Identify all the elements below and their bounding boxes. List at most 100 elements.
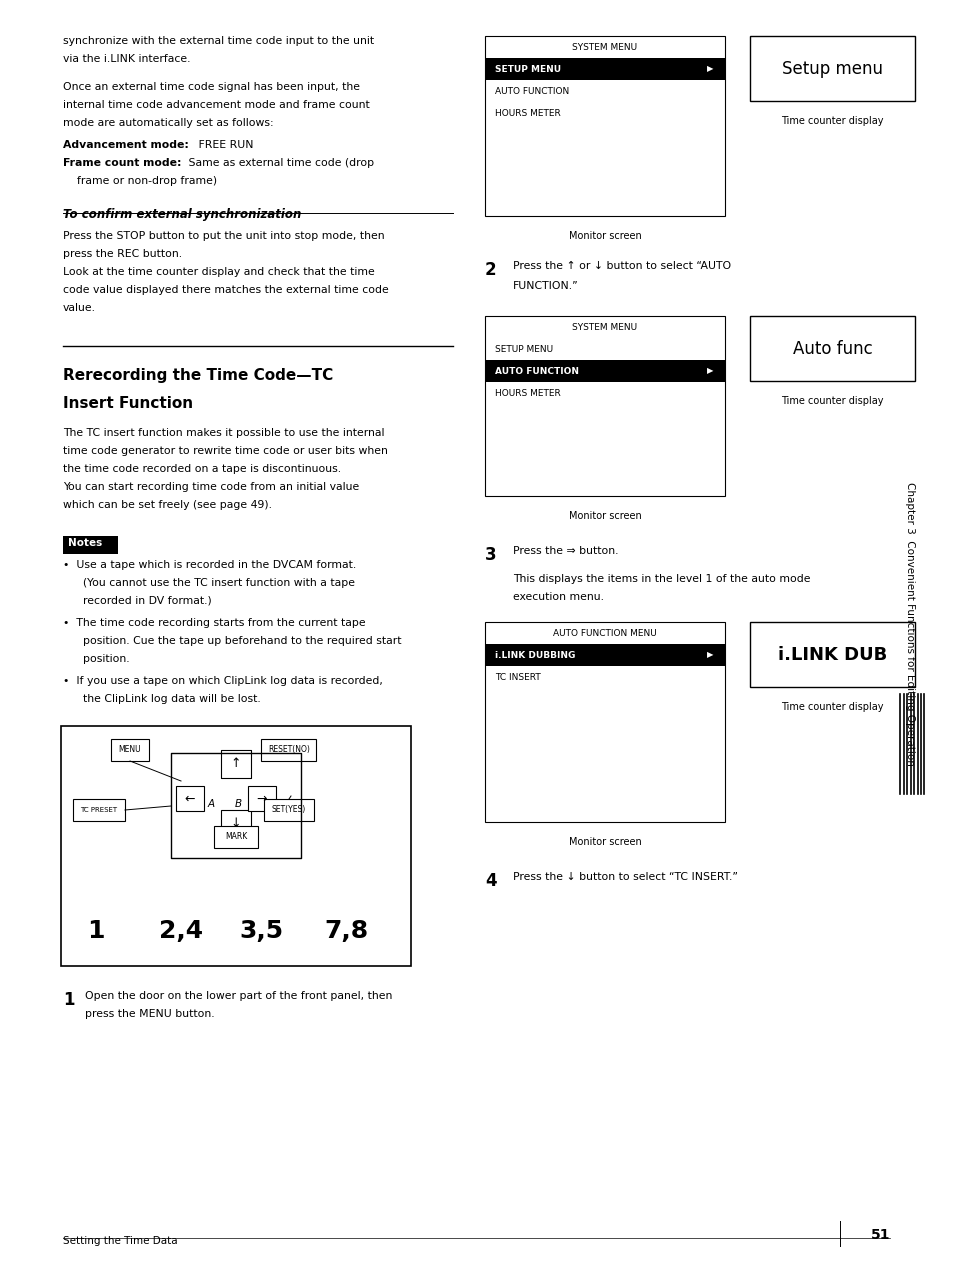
Text: 51: 51	[869, 1228, 889, 1242]
Text: time code generator to rewrite time code or user bits when: time code generator to rewrite time code…	[63, 446, 388, 456]
Text: FREE RUN: FREE RUN	[194, 140, 253, 150]
Text: Setting the Time Data: Setting the Time Data	[63, 1236, 177, 1246]
Text: which can be set freely (see page 49).: which can be set freely (see page 49).	[63, 499, 272, 510]
Text: Rerecording the Time Code—TC: Rerecording the Time Code—TC	[63, 368, 333, 383]
Text: To confirm external synchronization: To confirm external synchronization	[63, 208, 301, 220]
Bar	[171, 753, 301, 857]
Bar	[61, 726, 411, 966]
Text: recorded in DV format.): recorded in DV format.)	[83, 596, 212, 606]
Text: the time code recorded on a tape is discontinuous.: the time code recorded on a tape is disc…	[63, 464, 341, 474]
Text: Chapter 3  Convenient Functions for Editing Operation: Chapter 3 Convenient Functions for Editi…	[904, 482, 914, 766]
Text: Time counter display: Time counter display	[781, 702, 882, 712]
Text: Notes: Notes	[68, 538, 102, 548]
Text: Auto func: Auto func	[792, 339, 871, 358]
Text: ↓: ↓	[231, 818, 241, 831]
Text: Monitor screen: Monitor screen	[568, 231, 640, 241]
Text: Insert Function: Insert Function	[63, 396, 193, 412]
Text: internal time code advancement mode and frame count: internal time code advancement mode and …	[63, 99, 370, 110]
Text: value.: value.	[63, 303, 96, 313]
Text: Setup menu: Setup menu	[781, 60, 882, 78]
Bar	[749, 316, 914, 381]
Text: Press the ↓ button to select “TC INSERT.”: Press the ↓ button to select “TC INSERT.…	[513, 871, 738, 882]
Text: 1: 1	[63, 991, 74, 1009]
Text: Monitor screen: Monitor screen	[568, 837, 640, 847]
Text: Frame count mode:: Frame count mode:	[63, 158, 181, 168]
Text: i.LINK DUBBING: i.LINK DUBBING	[495, 651, 575, 660]
Bar	[749, 36, 914, 101]
Text: MARK: MARK	[225, 832, 247, 842]
Text: •  If you use a tape on which ClipLink log data is recorded,: • If you use a tape on which ClipLink lo…	[63, 676, 382, 685]
Text: Advancement mode:: Advancement mode:	[63, 140, 189, 150]
Text: execution menu.: execution menu.	[513, 592, 603, 603]
Bar	[264, 799, 314, 820]
Bar	[73, 799, 125, 820]
Text: •  Use a tape which is recorded in the DVCAM format.: • Use a tape which is recorded in the DV…	[63, 561, 355, 569]
Bar	[484, 361, 724, 382]
Text: ↑: ↑	[231, 758, 241, 771]
Bar	[484, 316, 724, 496]
Text: 3,5: 3,5	[238, 919, 283, 943]
Bar	[749, 622, 914, 687]
Text: (You cannot use the TC insert function with a tape: (You cannot use the TC insert function w…	[83, 578, 355, 589]
Text: code value displayed there matches the external time code: code value displayed there matches the e…	[63, 285, 388, 296]
Text: You can start recording time code from an initial value: You can start recording time code from a…	[63, 482, 359, 492]
Text: SETUP MENU: SETUP MENU	[495, 65, 560, 74]
Text: FUNCTION.”: FUNCTION.”	[513, 282, 578, 290]
Text: AUTO FUNCTION: AUTO FUNCTION	[495, 367, 578, 376]
Text: A: A	[207, 799, 214, 809]
Text: frame or non-drop frame): frame or non-drop frame)	[63, 176, 217, 186]
Bar	[484, 643, 724, 666]
Bar	[484, 36, 724, 217]
Text: ▶: ▶	[706, 367, 713, 376]
Bar	[484, 59, 724, 80]
Text: 2: 2	[484, 261, 497, 279]
Text: B: B	[234, 799, 241, 809]
Text: via the i.LINK interface.: via the i.LINK interface.	[63, 54, 191, 64]
Text: HOURS METER: HOURS METER	[495, 389, 560, 397]
Bar	[63, 536, 118, 554]
Text: The TC insert function makes it possible to use the internal: The TC insert function makes it possible…	[63, 428, 384, 438]
Bar	[111, 739, 149, 761]
Text: →: →	[256, 792, 267, 805]
Bar	[248, 786, 275, 812]
Text: MENU: MENU	[118, 745, 141, 754]
Text: Look at the time counter display and check that the time: Look at the time counter display and che…	[63, 268, 375, 276]
Text: 2,4: 2,4	[159, 919, 203, 943]
Text: Press the STOP button to put the unit into stop mode, then: Press the STOP button to put the unit in…	[63, 231, 384, 241]
Text: This displays the items in the level 1 of the auto mode: This displays the items in the level 1 o…	[513, 575, 810, 583]
Text: SYSTEM MENU: SYSTEM MENU	[572, 322, 637, 331]
Text: press the REC button.: press the REC button.	[63, 248, 182, 259]
Text: 3: 3	[484, 547, 497, 564]
Bar	[221, 810, 251, 838]
Text: Monitor screen: Monitor screen	[568, 511, 640, 521]
Text: mode are automatically set as follows:: mode are automatically set as follows:	[63, 118, 274, 127]
Text: the ClipLink log data will be lost.: the ClipLink log data will be lost.	[83, 694, 260, 705]
Text: synchronize with the external time code input to the unit: synchronize with the external time code …	[63, 36, 374, 46]
Text: press the MENU button.: press the MENU button.	[85, 1009, 214, 1019]
Text: ▶: ▶	[706, 651, 713, 660]
Text: AUTO FUNCTION: AUTO FUNCTION	[495, 87, 569, 96]
Text: 4: 4	[484, 871, 497, 891]
Text: •  The time code recording starts from the current tape: • The time code recording starts from th…	[63, 618, 365, 628]
Text: Open the door on the lower part of the front panel, then: Open the door on the lower part of the f…	[85, 991, 392, 1001]
Text: HOURS METER: HOURS METER	[495, 108, 560, 117]
Text: SET(YES): SET(YES)	[272, 805, 306, 814]
Text: Once an external time code signal has been input, the: Once an external time code signal has be…	[63, 82, 359, 92]
Text: RESET(NO): RESET(NO)	[268, 745, 310, 754]
Text: Press the ↑ or ↓ button to select “AUTO: Press the ↑ or ↓ button to select “AUTO	[513, 261, 730, 271]
Bar	[261, 739, 315, 761]
Text: position.: position.	[83, 654, 130, 664]
Bar	[213, 826, 257, 848]
Text: SETUP MENU: SETUP MENU	[495, 344, 553, 353]
Text: ←: ←	[185, 792, 195, 805]
Bar	[484, 622, 724, 822]
Text: Press the ⇒ button.: Press the ⇒ button.	[513, 547, 618, 555]
Text: Time counter display: Time counter display	[781, 396, 882, 406]
Text: TC INSERT: TC INSERT	[495, 673, 540, 682]
Text: 1: 1	[87, 919, 105, 943]
Text: ▶: ▶	[706, 65, 713, 74]
Text: TC PRESET: TC PRESET	[80, 806, 117, 813]
Text: AUTO FUNCTION MENU: AUTO FUNCTION MENU	[553, 628, 657, 637]
Text: 7,8: 7,8	[324, 919, 368, 943]
Text: position. Cue the tape up beforehand to the required start: position. Cue the tape up beforehand to …	[83, 636, 401, 646]
